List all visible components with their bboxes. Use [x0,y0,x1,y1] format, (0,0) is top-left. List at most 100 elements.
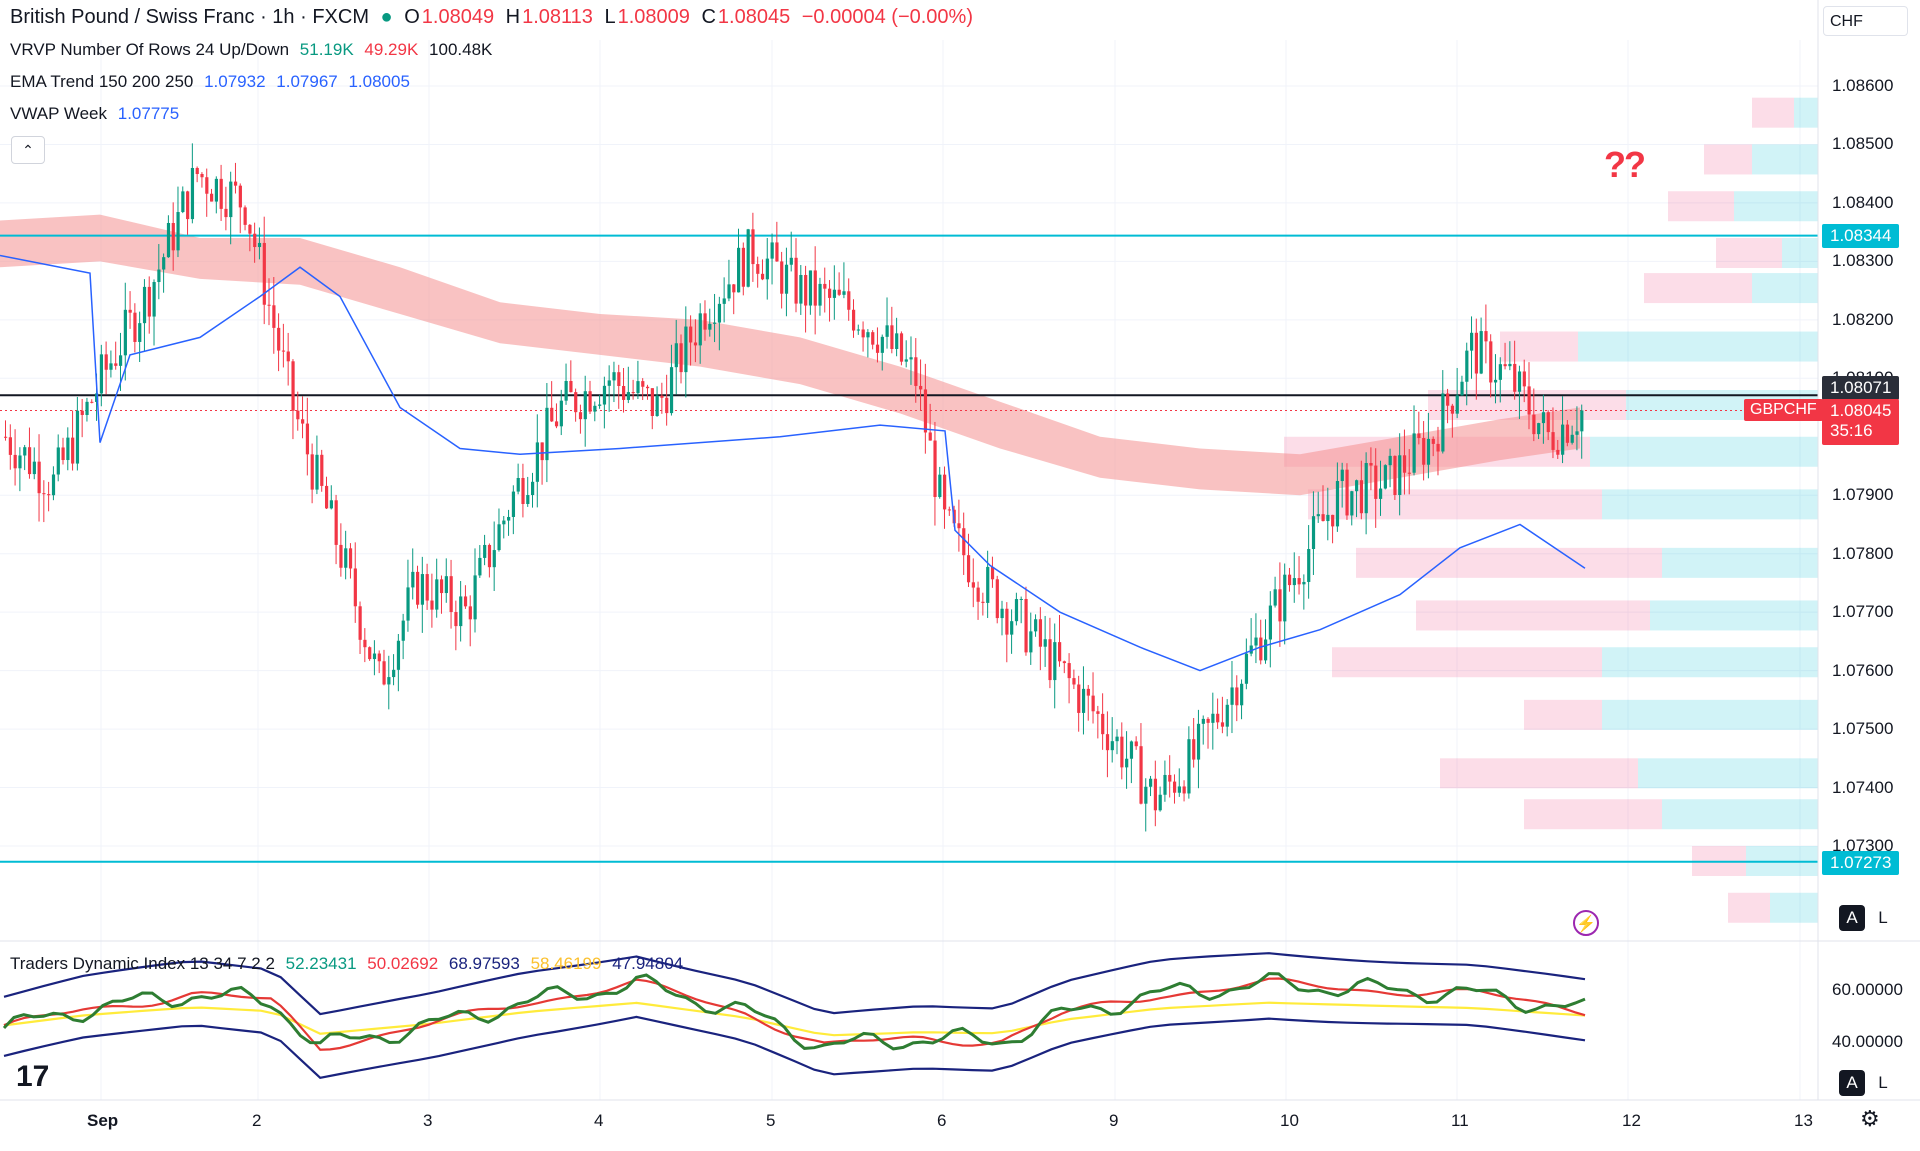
candle-body [1565,424,1570,443]
candle-body [703,313,707,330]
candle-body [928,432,932,441]
tdi-legend[interactable]: Traders Dynamic Index 13 34 7 2 2 52.234… [10,954,689,974]
candle-body [1034,619,1038,632]
candle-body [842,291,846,295]
last-price-value: 1.08045 [1830,401,1892,420]
candle-body [1278,589,1282,622]
candle-body [1077,684,1081,713]
candle-body [818,283,822,306]
candle-body [80,410,84,415]
volume-profile-down [1440,758,1638,789]
volume-profile-up [1794,97,1818,128]
candle-body [1168,774,1172,782]
candle-body [406,587,410,621]
candle-body [1546,412,1550,433]
candle-body [727,284,731,299]
ema-label: EMA Trend 150 200 250 [10,72,194,91]
candle-body [1561,424,1565,455]
candle-body [420,574,425,605]
candle-body [1101,713,1105,735]
candle-body [1393,455,1397,495]
candle-body [71,437,75,464]
candle-body [607,380,611,386]
candle-body [253,233,257,248]
candle-body [377,653,381,662]
collapse-legend-button[interactable]: ⌃ [11,136,45,164]
candle-body [1163,774,1167,795]
candle-body [305,423,310,455]
candle-body [1493,379,1498,383]
candle-body [1402,455,1407,473]
tdi-auto-scale-button[interactable]: A [1839,1070,1865,1096]
candle-body [478,557,482,576]
candle-body [1474,332,1479,374]
candle-body [1570,434,1574,443]
candle-body [329,500,333,509]
candle-body [444,576,448,594]
candle-body [243,207,247,225]
candle-body [674,343,678,368]
candle-body [1580,410,1584,432]
candle-body [717,303,722,323]
price-tick: 1.07300 [1832,835,1894,855]
currency-selector[interactable]: CHF [1823,6,1908,36]
vwap-value: 1.07775 [117,104,180,123]
log-scale-button[interactable]: L [1878,908,1888,927]
candle-body [176,212,180,251]
candle-body [760,273,765,280]
candle-body [1537,423,1541,435]
candle-body [880,336,884,353]
tdi-upper-band-line [3,952,1586,1016]
candle-body [1465,350,1469,382]
candle-body [138,323,142,342]
candle-body [1062,661,1066,664]
candle-body [1326,514,1330,522]
candle-body [531,481,535,496]
candle-body [1426,438,1431,465]
candle-body [851,309,856,331]
candle-body [995,579,999,619]
candle-body [416,571,420,605]
candle-body [152,282,156,317]
candle-body [526,495,530,504]
ema-legend[interactable]: EMA Trend 150 200 250 1.07932 1.07967 1.… [10,72,416,92]
candle-body [310,454,314,490]
candle-body [1350,491,1354,516]
candle-body [1321,514,1325,522]
candle-body [669,367,674,414]
vrvp-down: 49.29K [364,40,419,59]
ema-trend-ribbon [0,214,1580,496]
lightning-icon[interactable]: ⚡ [1573,910,1599,936]
candle-body [885,325,889,337]
tdi-rsi-line [2,972,1586,1051]
candle-body [1005,608,1009,635]
candle-body [324,485,329,509]
candle-body [1522,371,1526,387]
candle-body [272,305,276,328]
candle-body [238,185,242,208]
vrvp-legend[interactable]: VRVP Number Of Rows 24 Up/Down 51.19K 49… [10,40,498,60]
candle-body [47,494,51,496]
date-tick: 9 [1109,1111,1119,1130]
vwap-legend[interactable]: VWAP Week 1.07775 [10,104,185,124]
symbol-title[interactable]: British Pound / Swiss Franc · 1h · FXCM [10,6,369,28]
date-tick: 10 [1280,1111,1299,1130]
candle-body [521,477,525,504]
candle-body [559,400,563,427]
candle-body [813,270,817,306]
vwap-line [0,254,1586,672]
auto-scale-button[interactable]: A [1839,905,1865,931]
candle-body [1551,432,1555,450]
tradingview-logo[interactable]: 17 [16,1060,50,1093]
candle-body [875,344,880,353]
candle-body [454,612,458,627]
candle-body [751,229,755,265]
candle-body [808,270,813,306]
candle-body [1249,645,1253,654]
tdi-lower-band-line [3,1015,1586,1079]
price-tick: 1.08500 [1832,134,1894,154]
tdi-log-scale-button[interactable]: L [1878,1073,1888,1092]
date-tick: 12 [1622,1111,1641,1130]
settings-gear-icon[interactable]: ⚙ [1860,1106,1880,1131]
